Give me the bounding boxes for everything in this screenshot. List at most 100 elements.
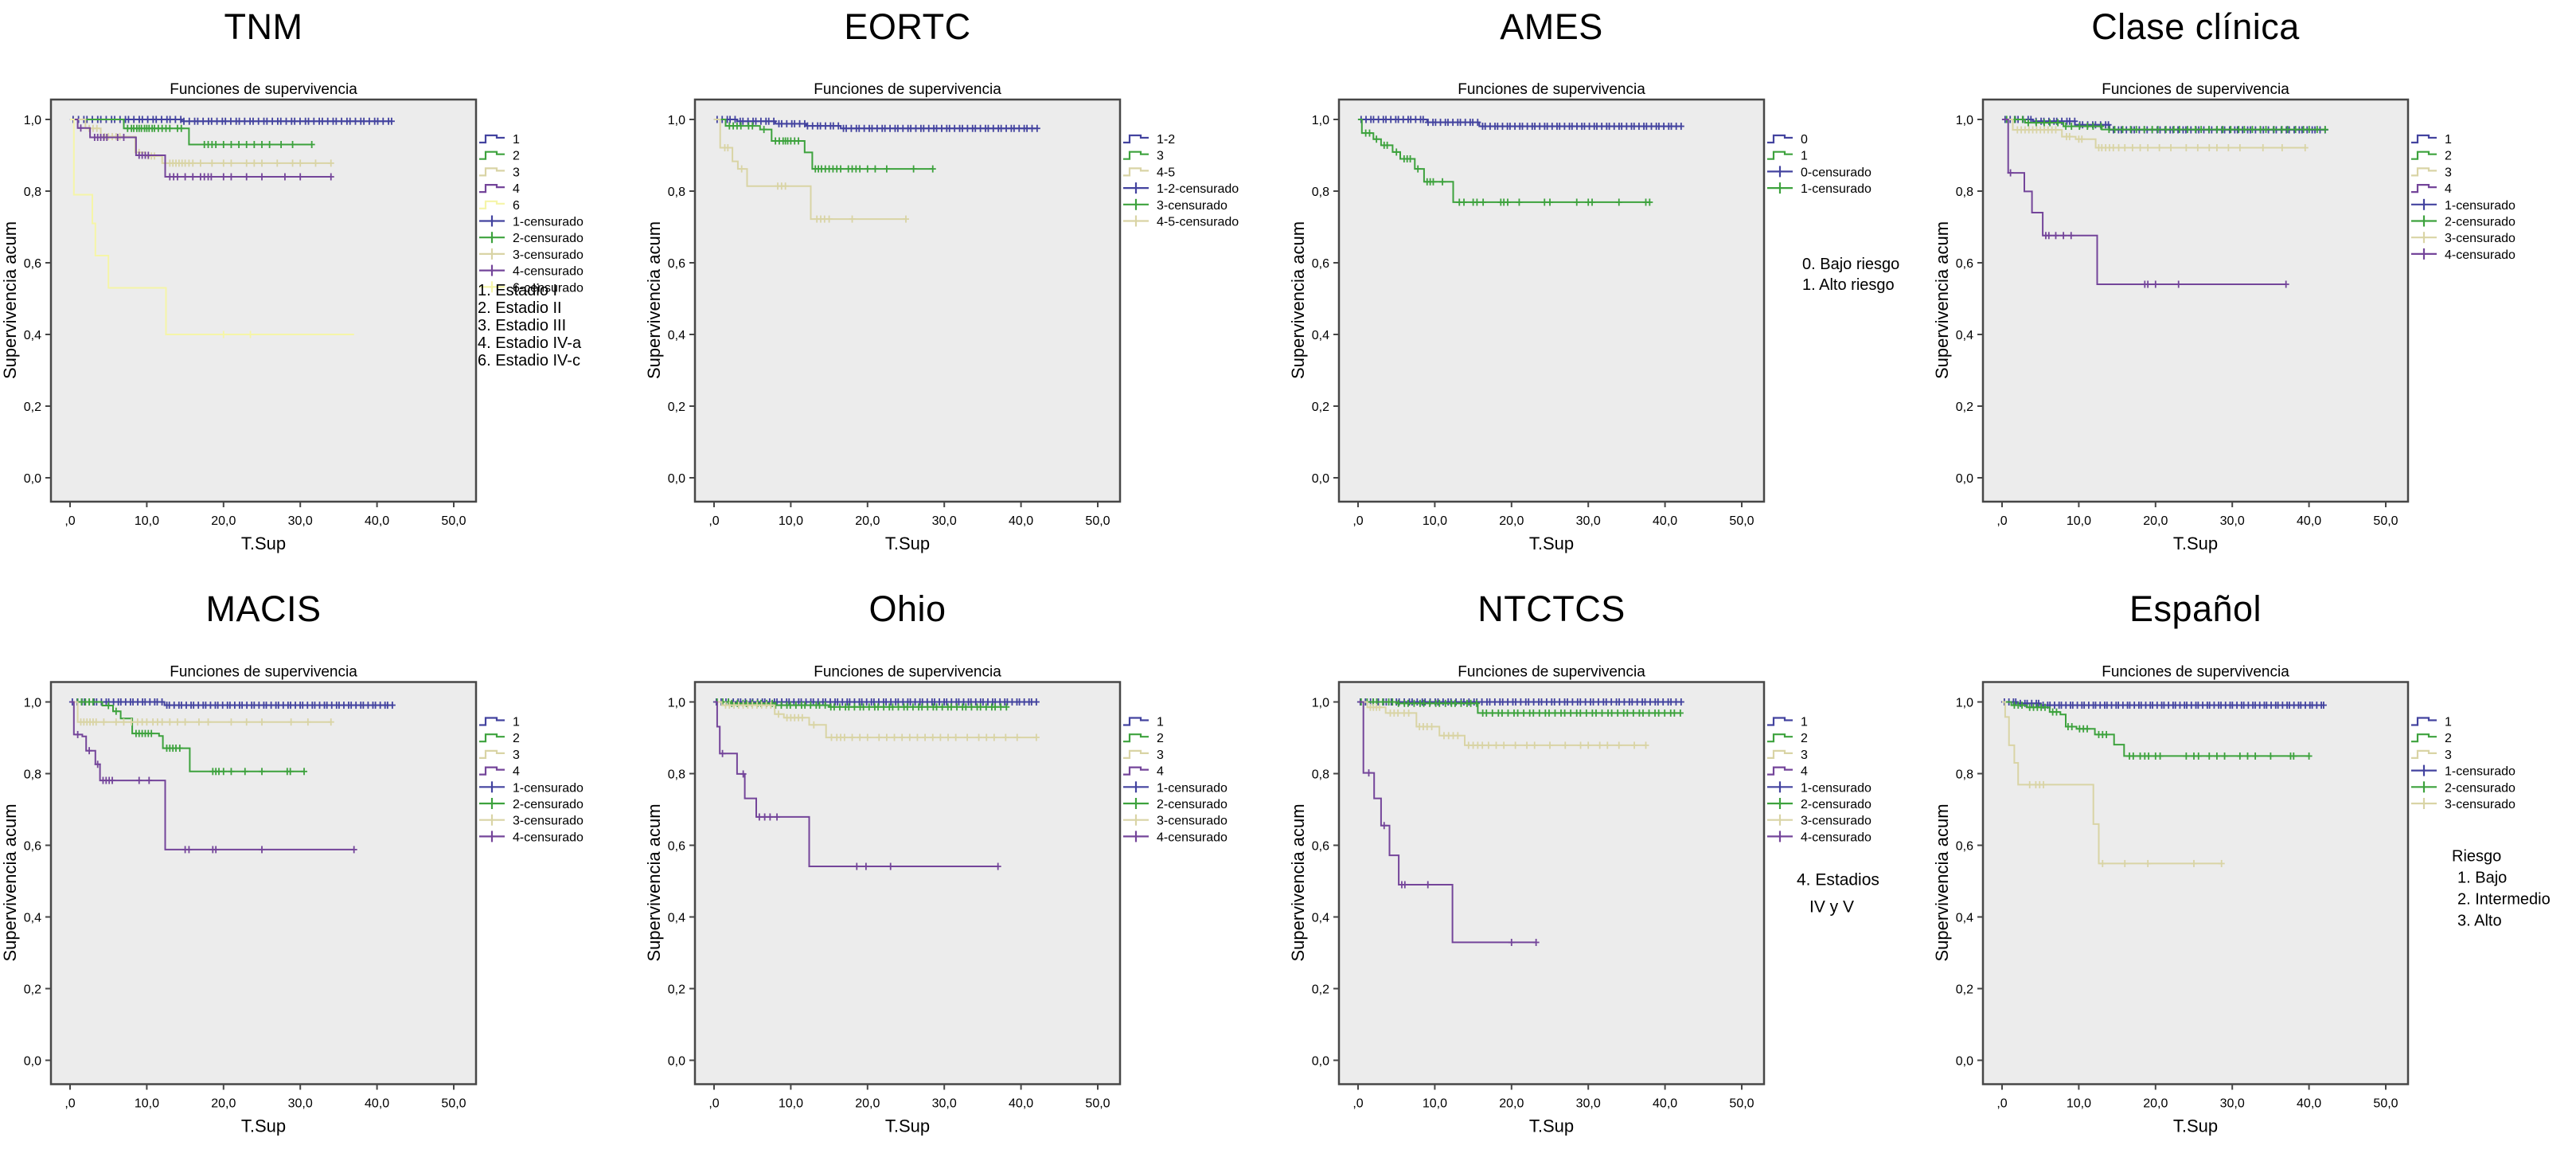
km-chart-clase-clinica: Funciones de supervivencia 0,0 0,2 0,4 0,6 0,… (1932, 81, 2516, 553)
x-tick-label: 10,0 (2067, 514, 2091, 528)
y-tick-label: 0,6 (24, 257, 41, 271)
legend-label-censored: 4-censurado (1157, 831, 1228, 844)
x-tick-label: 40,0 (1653, 514, 1677, 528)
plot-area (45, 98, 478, 507)
x-tick-label: 50,0 (1085, 514, 1110, 528)
legend-label: 2 (2445, 150, 2452, 163)
y-axis-label: Supervivencia acum (644, 803, 664, 961)
legend-label-censored: 2-censurado (1801, 798, 1872, 811)
legend-label-censored: 2-censurado (2445, 216, 2516, 229)
y-tick-label: 0,0 (1956, 1055, 1973, 1069)
legend-label: 2 (2445, 732, 2452, 745)
y-tick-label: 0,8 (668, 186, 685, 199)
panel-espanol: Español Funciones de supervivencia 0,0 0,2… (1932, 582, 2576, 1165)
x-axis-label: T.Sup (241, 534, 286, 553)
y-tick-label: 1,0 (1312, 114, 1329, 127)
km-chart-eortc: Funciones de supervivencia 0,0 0,2 0,4 0,6 0,… (644, 81, 1239, 553)
y-axis-label: Supervivencia acum (1288, 803, 1308, 961)
x-tick-label: 50,0 (2373, 1097, 2398, 1111)
legend: 1 2 3 1-censurado 2-censurado 3-censurado (2411, 716, 2516, 811)
panel-ames: AMES Funciones de supervivencia 0,0 0,2 0,4… (1288, 0, 1932, 582)
legend-label-censored: 4-censurado (2445, 248, 2516, 262)
x-tick-label: 50,0 (441, 514, 466, 528)
y-tick-label: 0,8 (1956, 186, 1973, 199)
y-axis-label: Supervivencia acum (1932, 803, 1952, 961)
y-tick-label: 1,0 (1956, 114, 1973, 127)
x-tick-label: 40,0 (1009, 1097, 1033, 1111)
legend-label-censored: 3-censurado (1157, 199, 1228, 213)
series-3 (2002, 119, 2309, 152)
y-tick-label: 0,4 (24, 912, 41, 925)
x-tick-label: 40,0 (365, 1097, 389, 1111)
series-4 (70, 701, 357, 854)
legend-label: 3 (2445, 749, 2452, 762)
legend-label: 4 (1157, 765, 1164, 779)
legend-label: 3 (1157, 749, 1164, 762)
x-tick-label: 50,0 (2373, 514, 2398, 528)
series-6 (70, 119, 354, 338)
x-tick-label: 20,0 (1499, 514, 1524, 528)
km-chart-espanol: Funciones de supervivencia 0,0 0,2 0,4 0,6 0,… (1932, 664, 2551, 1136)
legend-label: 3 (513, 166, 520, 179)
y-tick-label: 0,0 (1956, 472, 1973, 486)
legend-label: 1 (1801, 716, 1808, 729)
annotation-line: 1. Estadio I (478, 282, 557, 299)
y-tick-label: 0,0 (24, 1055, 41, 1069)
legend-label-censored: 1-2-censurado (1157, 182, 1239, 196)
legend-label-censored: 3-censurado (513, 248, 584, 262)
annotation-line: 2. Estadio II (478, 299, 562, 317)
x-tick-label: ,0 (1996, 514, 2007, 528)
legend-label-censored: 1-censurado (513, 216, 584, 229)
km-chart-ames: Funciones de supervivencia0,00,20,40,60,… (1288, 81, 1899, 553)
y-tick-label: 0,2 (668, 983, 685, 997)
x-tick-label: 30,0 (1576, 1097, 1601, 1111)
chart-title: Funciones de supervivencia (814, 664, 1001, 681)
legend-label: 6 (513, 199, 520, 213)
annotation-line: 4. Estadios (1797, 871, 1879, 889)
y-tick-label: 0,2 (1312, 983, 1329, 997)
panel-title: NTCTCS (1477, 588, 1626, 629)
legend-label-censored: 4-censurado (513, 831, 584, 844)
y-tick-label: 0,6 (668, 257, 685, 271)
x-tick-label: ,0 (708, 514, 719, 528)
legend-label-censored: 3-censurado (1157, 815, 1228, 828)
legend-label-censored: 4-censurado (513, 265, 584, 279)
legend-label: 4 (513, 765, 520, 779)
legend-label-censored: 2-censurado (1157, 798, 1228, 811)
x-tick-label: 30,0 (2220, 514, 2245, 528)
x-axis-label: T.Sup (241, 1116, 286, 1136)
x-axis-label: T.Sup (885, 534, 930, 553)
y-tick-label: 0,0 (1312, 472, 1329, 486)
chart-title: Funciones de supervivencia (1458, 81, 1645, 98)
chart-title: Funciones de supervivencia (2102, 664, 2289, 681)
legend-label: 1-2 (1157, 133, 1175, 147)
y-tick-label: 0,2 (1312, 401, 1329, 414)
legend-label-censored: 6-censurado (513, 281, 584, 295)
y-tick-label: 1,0 (668, 114, 685, 127)
x-tick-label: 10,0 (2067, 1097, 2091, 1111)
panel-title: Clase clínica (2091, 6, 2300, 47)
plot-area (45, 681, 478, 1090)
legend-label: 4 (513, 182, 520, 196)
x-tick-label: 20,0 (2143, 514, 2168, 528)
annotation-line: 4. Estadio IV-a (478, 334, 582, 352)
y-tick-label: 0,8 (1956, 768, 1973, 782)
series-1-2 (713, 115, 1040, 132)
x-tick-label: ,0 (64, 514, 75, 528)
x-tick-label: 30,0 (2220, 1097, 2245, 1111)
x-tick-label: 10,0 (779, 1097, 803, 1111)
y-tick-label: 0,8 (24, 186, 41, 199)
series-2 (70, 119, 315, 148)
legend-label: 4 (2445, 182, 2452, 196)
y-tick-label: 0,8 (24, 768, 41, 782)
legend-label: 1 (2445, 133, 2452, 147)
annotation-line: 3. Estadio III (478, 317, 566, 334)
y-axis-label: Supervivencia acum (1288, 221, 1308, 379)
km-chart-macis: Funciones de supervivencia 0,0 0,2 0,4 0,6 0,… (0, 664, 584, 1136)
annotation-line: IV y V (1809, 898, 1854, 917)
x-tick-label: 40,0 (1653, 1097, 1677, 1111)
x-tick-label: 10,0 (135, 1097, 159, 1111)
x-tick-label: 50,0 (1729, 1097, 1754, 1111)
plot-area (1977, 98, 2410, 507)
y-tick-label: 0,4 (668, 912, 685, 925)
